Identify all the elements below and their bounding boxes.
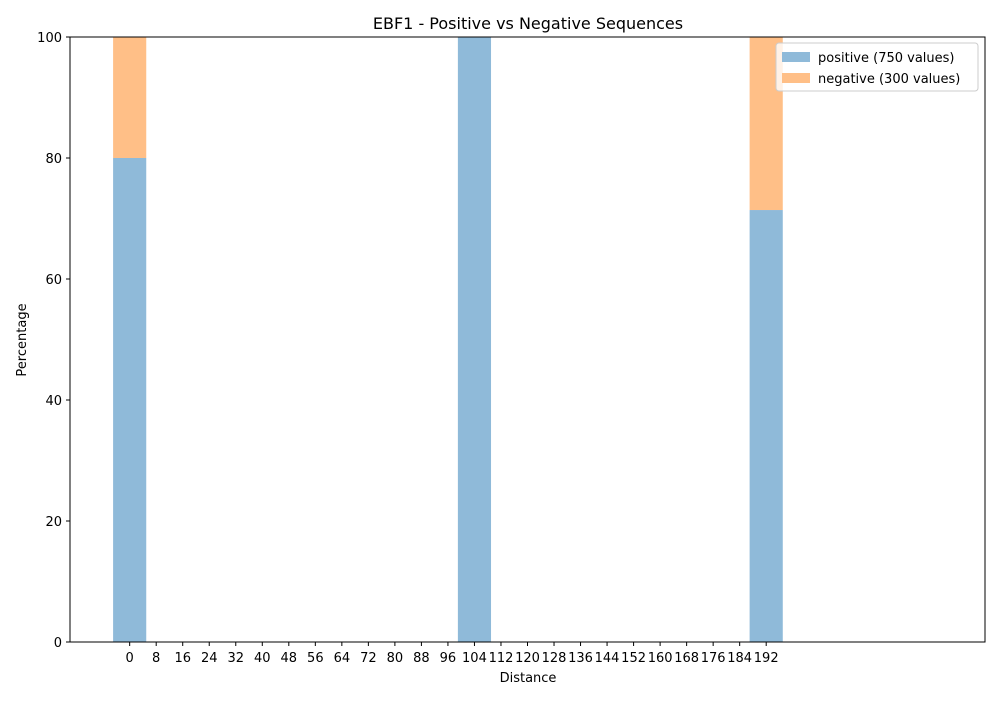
x-axis-label: Distance	[500, 671, 557, 686]
x-tick-label: 72	[360, 651, 377, 666]
y-axis-label: Percentage	[15, 303, 30, 376]
x-tick-label: 184	[727, 651, 752, 666]
bar-negative-0	[113, 37, 147, 158]
x-tick-label: 16	[174, 651, 191, 666]
y-tick-label: 40	[45, 394, 62, 409]
y-tick-label: 100	[37, 31, 62, 46]
x-tick-label: 136	[568, 651, 593, 666]
plot-frame	[69, 36, 986, 643]
x-tick-label: 152	[621, 651, 646, 666]
legend: positive (750 values) negative (300 value…	[775, 42, 979, 92]
legend-label-positive: positive (750 values)	[818, 51, 955, 66]
x-tick-label: 192	[754, 651, 779, 666]
x-tick-label: 176	[701, 651, 726, 666]
bars-layer	[113, 37, 783, 642]
x-tick-label: 64	[334, 651, 351, 666]
x-tick-label: 160	[648, 651, 673, 666]
y-tick-label: 80	[45, 152, 62, 167]
x-tick-label: 128	[542, 651, 567, 666]
bar-positive-192	[749, 210, 783, 642]
x-tick-label: 168	[674, 651, 699, 666]
axes-layer: 0 8 16 24 32 40 48 56 64 72 80 88 96 104 112 120 128 136 1…	[37, 31, 986, 666]
x-tick-label: 104	[462, 651, 487, 666]
y-tick-label: 0	[54, 636, 62, 651]
bar-positive-104	[457, 37, 492, 642]
legend-box	[775, 42, 979, 92]
x-tick-label: 56	[307, 651, 324, 666]
x-tick-label: 120	[515, 651, 540, 666]
x-tick-label: 96	[440, 651, 457, 666]
x-tick-label: 80	[387, 651, 404, 666]
legend-label-negative: negative (300 values)	[818, 72, 960, 87]
y-tick-label: 20	[45, 515, 62, 530]
bar-positive-0	[113, 158, 147, 642]
legend-swatch-positive	[782, 52, 810, 62]
x-tick-label: 0	[126, 651, 134, 666]
x-tick-label: 24	[201, 651, 218, 666]
legend-swatch-negative	[782, 73, 810, 83]
y-tick-label: 60	[45, 273, 62, 288]
chart-title: EBF1 - Positive vs Negative Sequences	[373, 14, 683, 33]
x-tick-label: 8	[152, 651, 160, 666]
x-tick-label: 144	[595, 651, 620, 666]
x-tick-label: 48	[281, 651, 298, 666]
x-tick-label: 112	[489, 651, 514, 666]
x-tick-label: 32	[227, 651, 244, 666]
x-tick-label: 40	[254, 651, 271, 666]
x-tick-label: 88	[413, 651, 430, 666]
